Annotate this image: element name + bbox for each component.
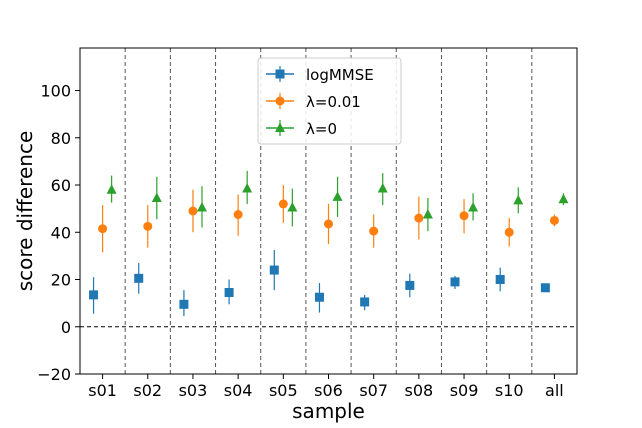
y-tick-label: 60 bbox=[51, 176, 71, 195]
data-point bbox=[324, 219, 333, 229]
data-point bbox=[513, 194, 524, 205]
x-tick-label: s04 bbox=[224, 381, 253, 400]
data-point bbox=[196, 201, 207, 212]
legend-label: logMMSE bbox=[306, 66, 374, 84]
data-point bbox=[422, 209, 433, 219]
x-tick-label: s08 bbox=[405, 381, 434, 400]
data-point bbox=[360, 297, 370, 307]
data-point bbox=[314, 292, 324, 302]
category-separators bbox=[124, 48, 533, 374]
legend-label: λ=0.01 bbox=[306, 93, 361, 111]
data-point bbox=[287, 201, 298, 212]
legend: logMMSE λ=0.01 λ=0 bbox=[257, 57, 402, 145]
x-tick-label: s07 bbox=[359, 381, 388, 400]
data-point bbox=[405, 280, 415, 290]
data-point bbox=[269, 265, 279, 275]
x-tick-label: s09 bbox=[450, 381, 479, 400]
data-point bbox=[459, 211, 469, 221]
y-tick-label: 40 bbox=[51, 223, 71, 242]
series-triangle bbox=[106, 170, 569, 232]
x-tick-label: s02 bbox=[133, 381, 162, 400]
x-tick-label: s03 bbox=[179, 381, 208, 400]
data-point bbox=[179, 299, 189, 309]
data-point bbox=[224, 288, 234, 297]
x-tick-label: all bbox=[545, 381, 564, 400]
x-axis-label: sample bbox=[292, 399, 365, 423]
data-point bbox=[377, 183, 388, 193]
y-axis: −20 0 20 40 60 80 100 bbox=[37, 82, 80, 384]
data-point bbox=[450, 277, 460, 287]
y-tick-label: 80 bbox=[51, 129, 71, 148]
series-circle bbox=[98, 185, 559, 253]
x-tick-label: s05 bbox=[269, 381, 298, 400]
legend-box bbox=[257, 57, 402, 145]
y-tick-label: 20 bbox=[51, 271, 71, 290]
data-point bbox=[332, 191, 343, 201]
x-tick-label: s10 bbox=[495, 381, 524, 400]
data-point bbox=[468, 201, 479, 212]
legend-marker bbox=[275, 122, 285, 132]
x-tick-label: s06 bbox=[314, 381, 343, 400]
y-axis-label: score difference bbox=[13, 131, 37, 292]
y-tick-label: 100 bbox=[40, 82, 71, 101]
data-point bbox=[233, 210, 243, 220]
data-point bbox=[89, 290, 99, 300]
data-point bbox=[134, 273, 144, 283]
data-point bbox=[242, 183, 253, 193]
legend-marker bbox=[275, 96, 285, 106]
data-point bbox=[278, 199, 288, 209]
data-point bbox=[98, 224, 108, 234]
data-point bbox=[143, 221, 153, 231]
data-point bbox=[549, 215, 559, 225]
data-point bbox=[495, 275, 505, 285]
legend-label: λ=0 bbox=[306, 120, 337, 138]
data-point bbox=[106, 184, 117, 194]
data-point bbox=[558, 193, 569, 204]
data-point bbox=[369, 226, 379, 236]
data-point bbox=[414, 213, 424, 223]
data-point bbox=[504, 227, 514, 237]
x-axis: s01 s02 s03 s04 s05 s06 s07 s08 s09 s10 all bbox=[88, 374, 564, 400]
series-square bbox=[89, 249, 550, 317]
series-layer bbox=[89, 170, 569, 317]
legend-marker bbox=[275, 69, 285, 79]
y-tick-label: −20 bbox=[37, 365, 71, 384]
data-point bbox=[540, 283, 550, 293]
data-point bbox=[188, 206, 198, 216]
y-tick-label: 0 bbox=[61, 318, 71, 337]
x-tick-label: s01 bbox=[88, 381, 117, 400]
data-point bbox=[151, 192, 162, 203]
